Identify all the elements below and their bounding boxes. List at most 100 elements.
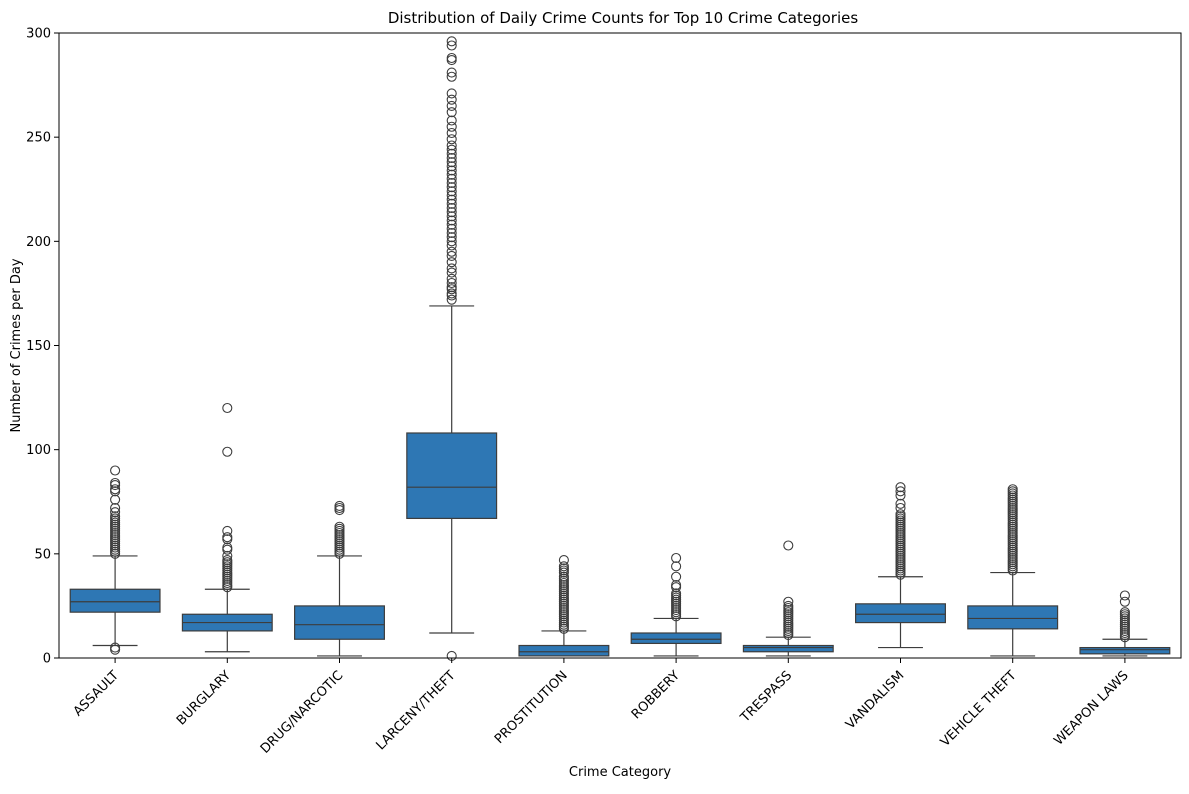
outlier-point	[110, 511, 121, 522]
outlier-point	[446, 71, 457, 82]
outlier-point	[446, 67, 457, 78]
outlier-point	[334, 521, 345, 532]
x-axis: ASSAULT BURGLARY DRUG/NARCOTIC LARCENY/THEF…	[71, 658, 1132, 757]
outlier-point	[446, 94, 457, 105]
outlier-point	[446, 140, 457, 151]
box-group	[518, 555, 610, 657]
outlier-point	[446, 186, 457, 197]
outlier-point	[446, 250, 457, 261]
iqr-box	[742, 644, 834, 653]
outlier-point	[895, 490, 906, 501]
x-tick-label: VANDALISM	[843, 668, 907, 732]
outlier-point	[110, 642, 121, 653]
outlier-point	[446, 190, 457, 201]
outlier-point	[446, 177, 457, 189]
outlier-point	[110, 484, 121, 495]
iqr-box	[518, 644, 610, 657]
outlier-point	[222, 555, 233, 566]
outlier-point	[446, 134, 457, 145]
outlier-point	[222, 525, 233, 536]
outlier-point	[110, 465, 121, 476]
outlier-point	[1119, 607, 1130, 618]
outlier-point	[446, 127, 457, 139]
y-tick-label: 200	[26, 235, 51, 250]
outlier-point	[222, 402, 233, 414]
outlier-point	[446, 288, 457, 299]
y-tick-label: 0	[43, 652, 51, 667]
outlier-point	[446, 152, 457, 164]
y-tick-label: 100	[26, 443, 51, 458]
chart-title: Distribution of Daily Crime Counts for T…	[388, 9, 859, 27]
outlier-point	[110, 507, 121, 518]
outlier-point	[446, 36, 457, 47]
x-tick-label: ROBBERY	[629, 668, 683, 722]
outlier-point	[895, 509, 906, 520]
box-group	[967, 484, 1059, 657]
x-tick-label: VEHICLE THEFT	[938, 668, 1020, 750]
outlier-point	[783, 600, 794, 611]
iqr-box	[69, 588, 161, 613]
box-group	[406, 36, 498, 661]
x-tick-label: DRUG/NARCOTIC	[258, 668, 347, 757]
outlier-point	[783, 540, 794, 551]
outlier-point	[222, 550, 233, 561]
outlier-point	[446, 263, 457, 274]
outlier-point	[446, 246, 457, 257]
outlier-point	[446, 257, 457, 268]
outlier-point	[446, 215, 457, 226]
outlier-point	[446, 207, 457, 218]
outlier-point	[446, 282, 457, 293]
outlier-point	[446, 107, 457, 118]
y-tick-label: 300	[26, 27, 51, 42]
outlier-point	[446, 236, 457, 247]
box-group	[855, 482, 946, 649]
iqr-box	[1079, 646, 1171, 655]
outlier-point	[222, 542, 233, 553]
outlier-point	[1119, 596, 1130, 607]
outlier-point	[895, 482, 906, 493]
outlier-point	[558, 571, 569, 582]
outlier-point	[446, 211, 457, 222]
outlier-point	[446, 232, 457, 243]
outlier-point	[110, 502, 121, 514]
box-group	[294, 500, 385, 657]
outlier-point	[671, 571, 682, 582]
outlier-point	[110, 494, 121, 505]
outlier-point	[446, 202, 457, 214]
outlier-point	[558, 561, 569, 572]
y-tick-label: 250	[26, 131, 51, 146]
y-axis-label: Number of Crimes per Day	[9, 258, 24, 432]
outlier-point	[446, 227, 457, 239]
outlier-point	[446, 157, 457, 168]
outlier-point	[222, 446, 233, 457]
iqr-box	[406, 432, 498, 520]
x-tick-label: BURGLARY	[174, 668, 234, 728]
iqr-box	[855, 603, 946, 624]
outlier-point	[1007, 484, 1018, 495]
outlier-point	[446, 55, 457, 66]
outlier-point	[671, 582, 682, 593]
outlier-point	[446, 144, 457, 155]
box-group	[181, 402, 273, 653]
outlier-point	[446, 198, 457, 209]
outlier-point	[671, 552, 682, 564]
outlier-point	[671, 561, 682, 572]
outlier-point	[446, 121, 457, 132]
outlier-point	[446, 194, 457, 205]
outlier-point	[446, 161, 457, 172]
plot-area	[69, 36, 1171, 661]
box-group	[630, 552, 722, 657]
iqr-box	[294, 605, 385, 640]
outlier-point	[110, 644, 121, 655]
box-group	[69, 465, 161, 655]
x-axis-label: Crime Category	[569, 765, 672, 780]
outlier-point	[895, 486, 906, 497]
outlier-point	[110, 477, 121, 489]
y-tick-label: 50	[34, 547, 51, 562]
outlier-point	[446, 165, 457, 176]
outlier-point	[446, 52, 457, 64]
box-group	[1079, 590, 1171, 657]
outlier-point	[222, 534, 233, 545]
